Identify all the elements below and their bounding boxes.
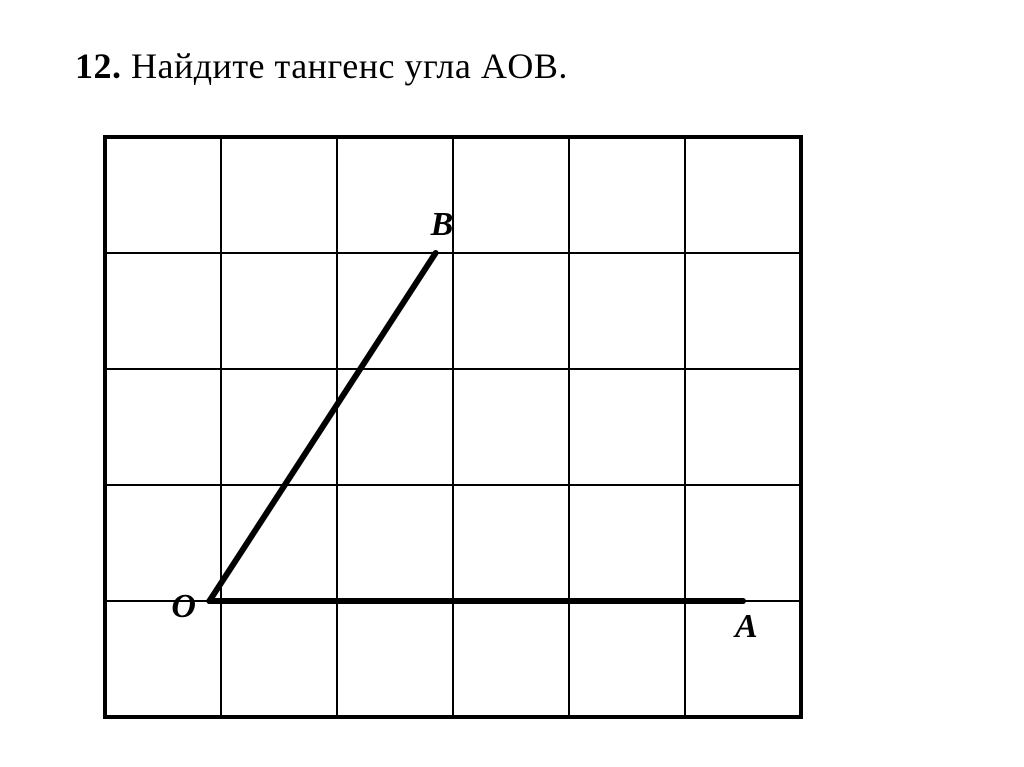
geometry-diagram: O B A — [95, 127, 949, 727]
svg-text:B: B — [430, 206, 454, 243]
problem-statement: 12. Найдите тангенс угла AOB. — [75, 45, 949, 87]
problem-body: Найдите тангенс угла AOB. — [131, 46, 568, 86]
problem-number: 12. — [75, 46, 122, 86]
svg-text:A: A — [733, 608, 758, 645]
diagram-svg: O B A — [95, 127, 815, 727]
svg-text:O: O — [171, 588, 196, 625]
